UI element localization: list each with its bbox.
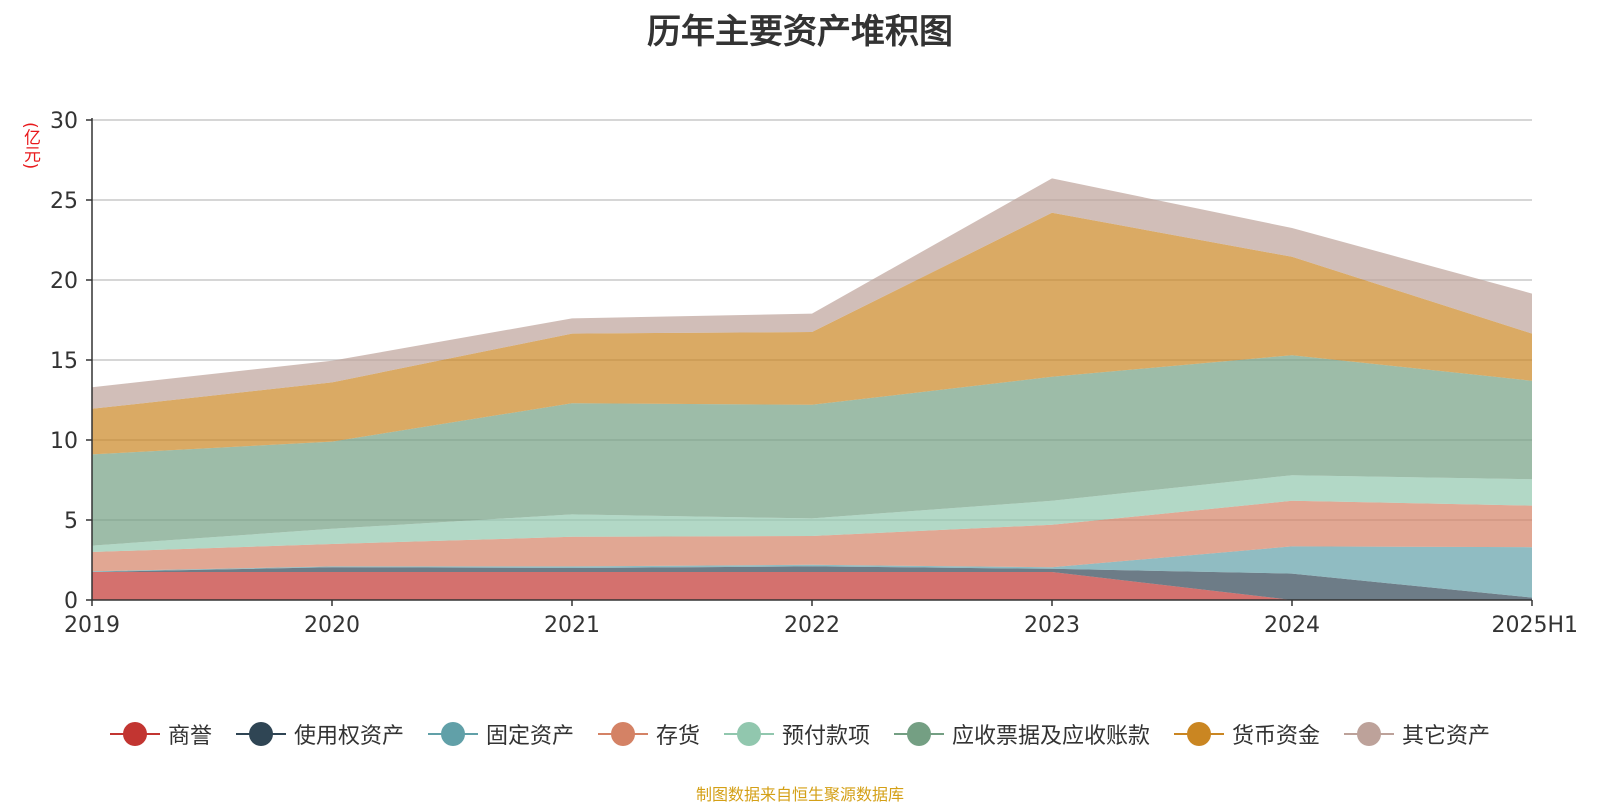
legend-marker-icon [1174,722,1225,746]
x-tick-label: 2024 [1264,613,1320,638]
area-series-7 [92,212,1532,455]
legend-marker-icon [724,722,774,746]
y-tick-label: 20 [50,269,78,294]
legend-marker-icon [597,722,648,746]
legend-label: 固定资产 [485,724,574,749]
x-tick-label: 2025H1 [1491,613,1578,638]
legend-marker-icon [894,722,945,746]
legend-dot [440,722,465,746]
y-tick-label: 5 [64,509,78,534]
legend-item[interactable]: 使用权资产 [235,718,404,750]
legend-marker-icon [109,722,160,746]
legend-label: 其它资产 [1402,724,1491,749]
area-series [92,178,1532,600]
y-tick-label: 0 [64,589,78,614]
legend-label: 货币资金 [1232,724,1321,749]
axes [86,118,1533,606]
legend-marker-icon [1344,722,1395,746]
legend-dot [907,722,932,746]
source-note: 制图数据来自恒生聚源数据库 [695,785,904,804]
legend-dot [610,722,635,746]
legend-dot [1187,722,1212,746]
legend-marker-icon [235,722,286,746]
legend-item[interactable]: 存货 [597,718,700,750]
y-tick-labels: 0 5 10 15 20 25 30 [50,109,78,614]
x-tick-label: 2023 [1024,613,1080,638]
y-tick-label: 25 [50,189,78,214]
legend-label: 商誉 [167,724,212,749]
legend-dot [248,722,273,746]
y-tick-label: 15 [50,349,78,374]
stacked-area-chart: 0 5 10 15 20 25 30 2019 2020 2021 2022 2023 2024 202… [50,109,1578,638]
x-tick-label: 2019 [64,613,120,638]
legend-label: 使用权资产 [293,724,404,749]
chart-title: 历年主要资产堆积图 [647,12,953,52]
legend-dot [122,722,147,746]
x-tick-label: 2022 [784,613,840,638]
area-series-5 [92,475,1532,552]
y-tick-label: 30 [50,109,78,134]
area-series-2 [92,566,1532,600]
legend-item[interactable]: 固定资产 [427,718,574,750]
legend-label: 存货 [655,724,700,749]
legend-label: 预付款项 [782,724,871,749]
x-tick-label: 2020 [304,613,360,638]
legend-marker-icon [427,722,478,746]
y-axis-unit-label: (亿元) [20,122,40,170]
area-series-3 [92,546,1532,598]
area-series-1 [92,572,1532,600]
x-tick-label: 2021 [544,613,600,638]
legend-label: 应收票据及应收账款 [952,724,1151,749]
area-series-8 [92,178,1532,409]
legend-item[interactable]: 商誉 [109,718,212,750]
legend-dot [1357,722,1382,746]
y-tick-label: 10 [50,429,78,454]
area-series-6 [92,355,1532,546]
legend-item[interactable]: 其它资产 [1344,718,1490,750]
x-tick-labels: 2019 2020 2021 2022 2023 2024 2025H1 [64,613,1578,638]
legend-item[interactable]: 应收票据及应收账款 [894,718,1150,750]
legend: 商誉 使用权资产 固定资产 存货 预付款项 应收票据及应收账款 货币资金 其它资产 [0,718,1600,750]
legend-dot [737,722,761,746]
legend-item[interactable]: 货币资金 [1174,718,1320,750]
legend-item[interactable]: 预付款项 [724,718,870,750]
